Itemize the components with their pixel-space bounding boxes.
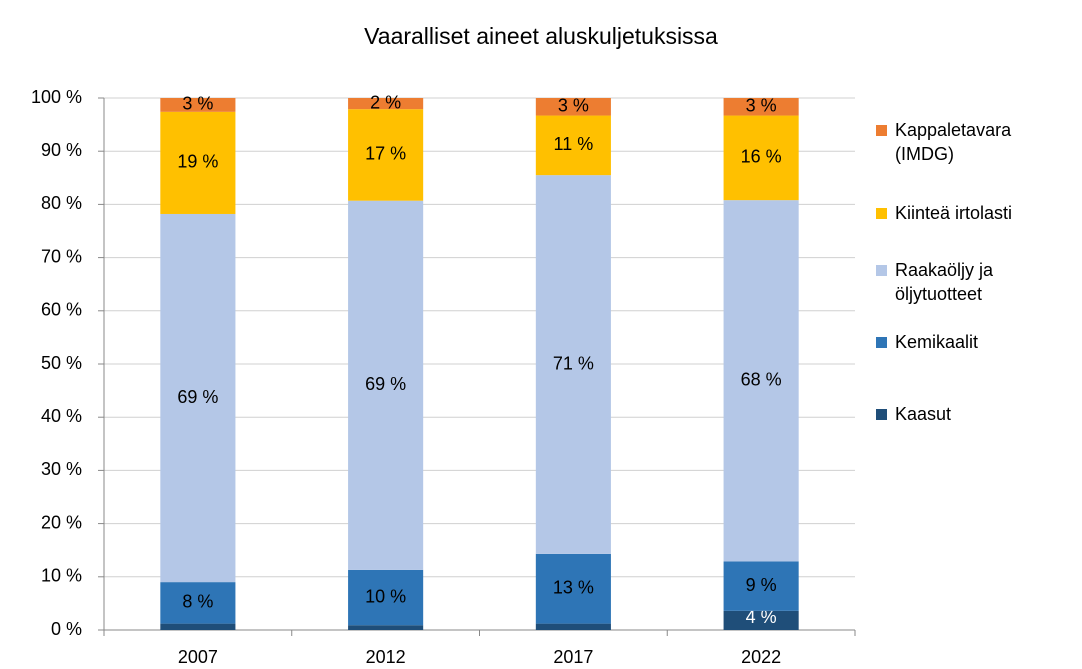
y-tick-label: 70 % (41, 246, 82, 266)
bar-segment (348, 109, 424, 201)
x-tick-label: 2007 (178, 647, 218, 667)
bar-segment (160, 213, 236, 583)
bar-segment (348, 200, 424, 570)
y-tick-label: 40 % (41, 406, 82, 426)
bar-segment (160, 623, 236, 630)
x-tick-label: 2017 (553, 647, 593, 667)
legend-item: Kappaletavara (IMDG) (876, 118, 1055, 166)
bar-segment (535, 623, 611, 630)
y-tick-label: 0 % (51, 619, 82, 639)
legend-label: Kappaletavara (IMDG) (895, 120, 1012, 164)
data-label: 69 % (177, 387, 218, 407)
legend-item: Kiinteä irtolasti (876, 201, 1055, 225)
data-label: 2 % (370, 92, 401, 112)
y-tick-label: 100 % (31, 87, 82, 107)
data-label: 69 % (365, 374, 406, 394)
x-tick-label: 2022 (741, 647, 781, 667)
bar-segment (160, 582, 236, 624)
legend-swatch (876, 208, 887, 219)
legend-label: Kaasut (895, 404, 952, 424)
legend-item: Kaasut (876, 402, 1055, 426)
legend-swatch (876, 337, 887, 348)
legend-item: Kemikaalit (876, 330, 1055, 354)
y-tick-label: 50 % (41, 353, 82, 373)
data-label: 3 % (558, 96, 589, 116)
data-label: 10 % (365, 586, 406, 606)
data-label: 71 % (553, 353, 594, 373)
data-label: 19 % (177, 152, 218, 172)
bar-segment (535, 98, 611, 116)
y-tick-label: 10 % (41, 566, 82, 586)
legend-swatch (876, 125, 887, 136)
data-label: 8 % (182, 592, 213, 612)
x-tick-label: 2012 (366, 647, 406, 667)
data-label: 17 % (365, 144, 406, 164)
y-tick-label: 30 % (41, 459, 82, 479)
data-label: 68 % (741, 370, 782, 390)
bar-segment (723, 561, 799, 611)
legend-label: Raakaöljy ja öljytuotteet (895, 260, 994, 304)
legend-label: Kiinteä irtolasti (895, 203, 1013, 223)
y-tick-label: 60 % (41, 300, 82, 320)
bar-segment (723, 98, 799, 116)
legend-swatch (876, 409, 887, 420)
legend-swatch (876, 265, 887, 276)
bar-segment (160, 111, 236, 214)
bar-segment (723, 610, 799, 630)
bar-segment (160, 98, 236, 112)
bar-segment (348, 569, 424, 626)
data-label: 13 % (553, 578, 594, 598)
data-label: 9 % (746, 575, 777, 595)
data-label: 3 % (746, 96, 777, 116)
legend-label: Kemikaalit (895, 332, 979, 352)
bar-segment (348, 98, 424, 110)
bar-segment (535, 175, 611, 554)
bar-segment (723, 200, 799, 562)
y-tick-label: 80 % (41, 193, 82, 213)
bar-segment (535, 553, 611, 624)
bar-segment (348, 625, 424, 630)
data-label: 3 % (182, 94, 213, 114)
data-label: 4 % (746, 607, 777, 627)
bar-segment (535, 115, 611, 176)
data-label: 16 % (741, 147, 782, 167)
data-label: 11 % (554, 134, 594, 154)
y-tick-label: 90 % (41, 140, 82, 160)
bar-segment (723, 115, 799, 201)
legend-item: Raakaöljy ja öljytuotteet (876, 258, 1055, 306)
y-tick-label: 20 % (41, 512, 82, 532)
chart-title: Vaaralliset aineet aluskuljetuksissa (364, 23, 718, 49)
